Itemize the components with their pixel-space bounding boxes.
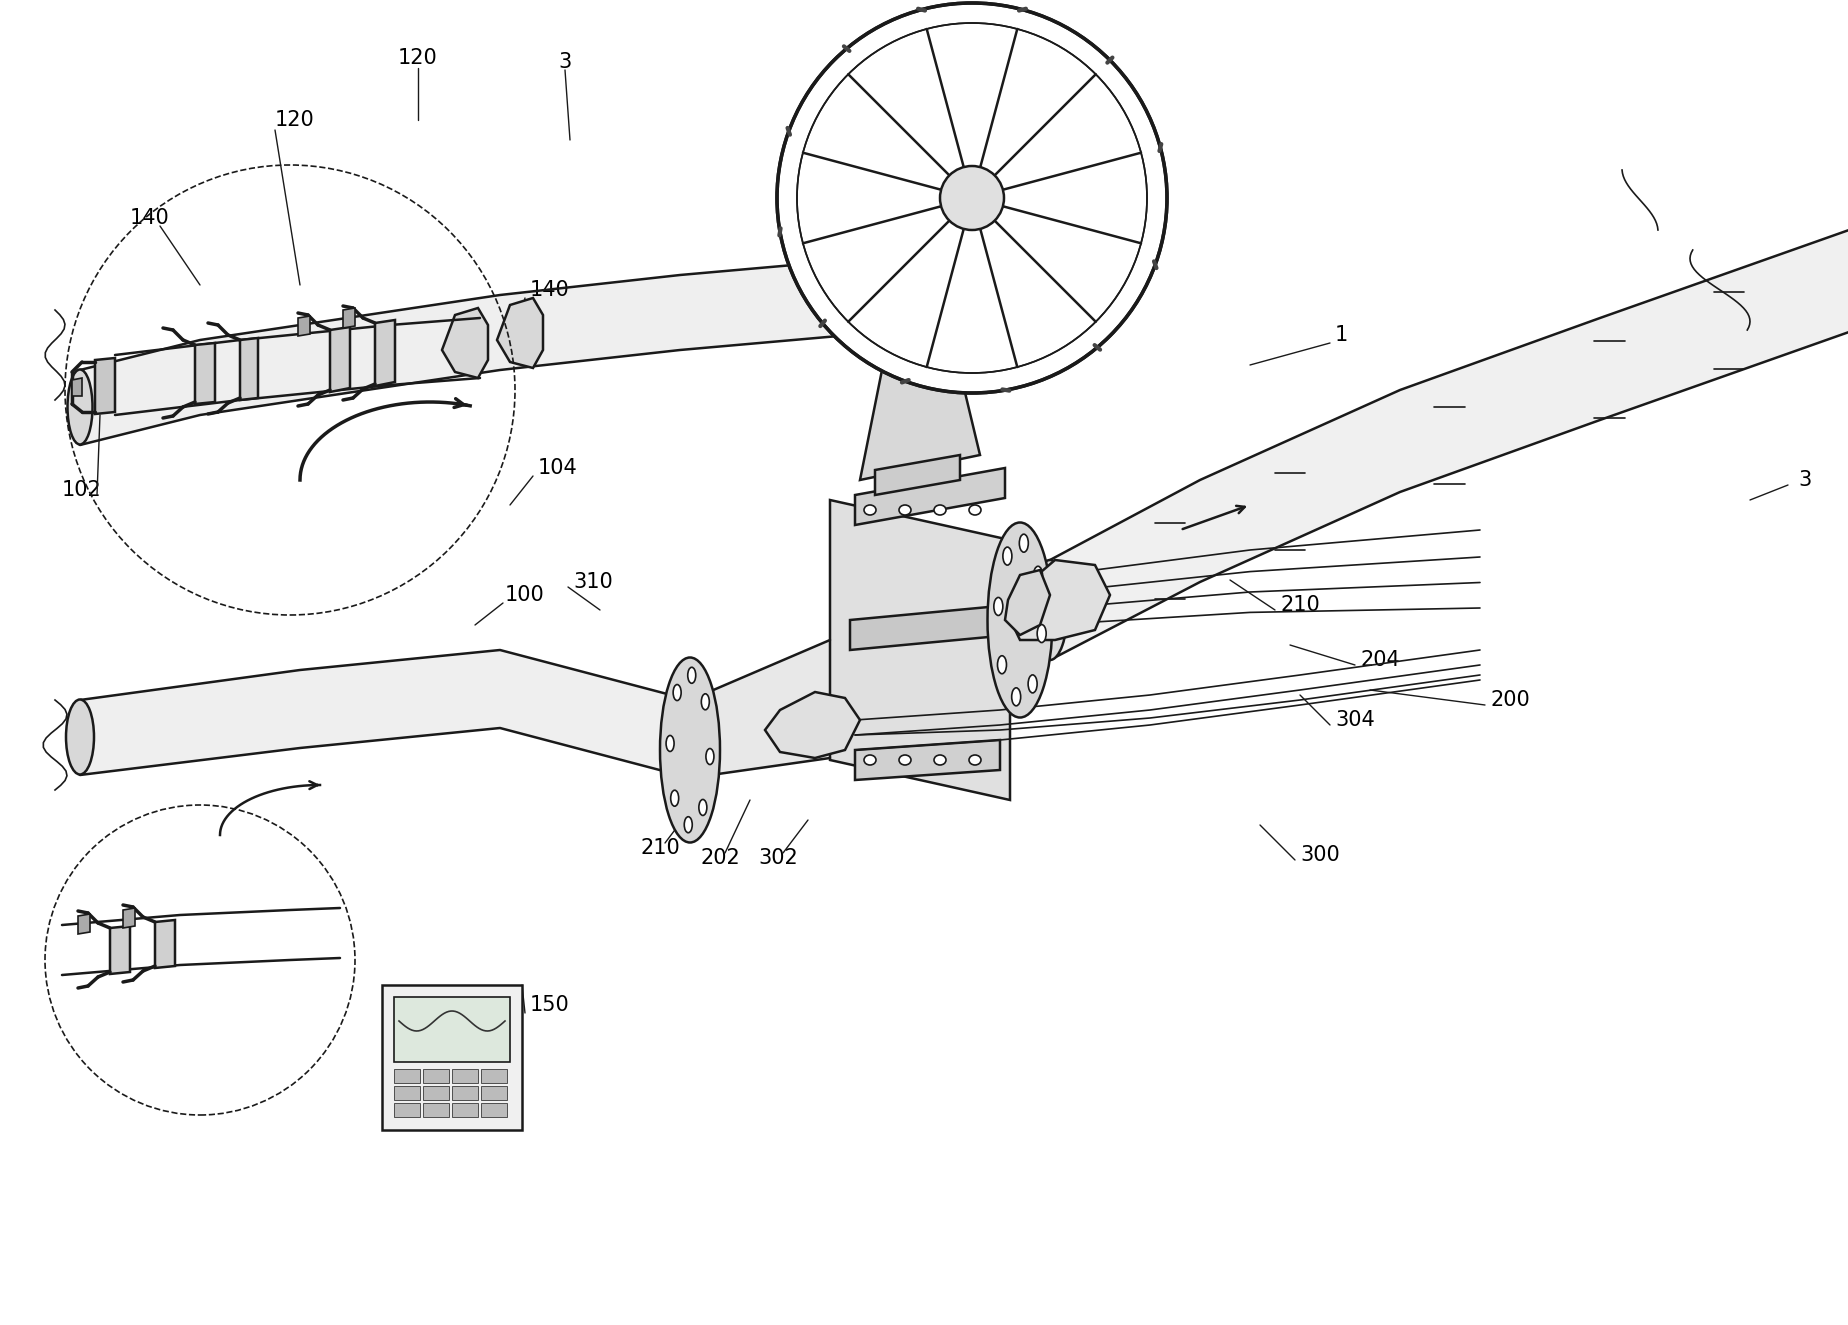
Ellipse shape bbox=[1002, 547, 1011, 564]
Text: 120: 120 bbox=[397, 48, 438, 68]
Ellipse shape bbox=[700, 694, 710, 710]
Text: 302: 302 bbox=[758, 848, 798, 868]
Polygon shape bbox=[194, 343, 214, 404]
Text: 3: 3 bbox=[558, 52, 571, 72]
Circle shape bbox=[776, 3, 1166, 394]
Ellipse shape bbox=[706, 749, 713, 765]
Polygon shape bbox=[298, 315, 310, 337]
Polygon shape bbox=[79, 651, 689, 778]
Polygon shape bbox=[765, 692, 859, 758]
Text: 210: 210 bbox=[1279, 595, 1319, 615]
Polygon shape bbox=[375, 321, 395, 386]
Ellipse shape bbox=[1037, 624, 1046, 643]
Text: 210: 210 bbox=[639, 837, 680, 859]
Text: 300: 300 bbox=[1299, 845, 1340, 865]
Polygon shape bbox=[1005, 570, 1050, 635]
Ellipse shape bbox=[673, 685, 680, 701]
Ellipse shape bbox=[1018, 534, 1027, 553]
Polygon shape bbox=[72, 378, 81, 396]
Polygon shape bbox=[423, 1069, 449, 1083]
Ellipse shape bbox=[671, 790, 678, 806]
Ellipse shape bbox=[660, 657, 719, 843]
Text: 200: 200 bbox=[1489, 690, 1528, 710]
Polygon shape bbox=[383, 984, 521, 1130]
Polygon shape bbox=[394, 1086, 419, 1100]
Text: 304: 304 bbox=[1334, 710, 1375, 730]
Polygon shape bbox=[423, 1086, 449, 1100]
Ellipse shape bbox=[996, 656, 1005, 673]
Polygon shape bbox=[344, 307, 355, 329]
Ellipse shape bbox=[1033, 566, 1042, 584]
Text: 1: 1 bbox=[1334, 325, 1347, 344]
Polygon shape bbox=[900, 265, 939, 341]
Ellipse shape bbox=[968, 755, 981, 765]
Polygon shape bbox=[394, 996, 510, 1063]
Ellipse shape bbox=[968, 505, 981, 515]
Polygon shape bbox=[1007, 560, 1109, 640]
Polygon shape bbox=[689, 640, 830, 778]
Text: 104: 104 bbox=[538, 458, 577, 478]
Polygon shape bbox=[423, 1102, 449, 1117]
Polygon shape bbox=[155, 920, 176, 969]
Polygon shape bbox=[394, 1102, 419, 1117]
Ellipse shape bbox=[898, 755, 911, 765]
Text: 100: 100 bbox=[505, 586, 545, 606]
Polygon shape bbox=[94, 358, 115, 413]
Polygon shape bbox=[240, 338, 259, 400]
Polygon shape bbox=[109, 926, 129, 974]
Ellipse shape bbox=[933, 505, 946, 515]
Polygon shape bbox=[850, 606, 1009, 651]
Ellipse shape bbox=[1011, 688, 1020, 706]
Ellipse shape bbox=[1031, 560, 1066, 660]
Text: 140: 140 bbox=[129, 208, 170, 228]
Polygon shape bbox=[854, 468, 1005, 525]
Ellipse shape bbox=[863, 755, 876, 765]
Circle shape bbox=[939, 166, 1003, 231]
Polygon shape bbox=[830, 500, 1009, 800]
Ellipse shape bbox=[687, 668, 695, 684]
Polygon shape bbox=[1050, 231, 1848, 660]
Polygon shape bbox=[79, 260, 850, 445]
Polygon shape bbox=[874, 454, 959, 496]
Ellipse shape bbox=[1027, 674, 1037, 693]
Polygon shape bbox=[394, 1069, 419, 1083]
Polygon shape bbox=[451, 1086, 479, 1100]
Polygon shape bbox=[451, 1102, 479, 1117]
Ellipse shape bbox=[987, 522, 1052, 718]
Polygon shape bbox=[859, 330, 979, 480]
Polygon shape bbox=[480, 1086, 506, 1100]
Ellipse shape bbox=[684, 816, 691, 832]
Ellipse shape bbox=[68, 370, 92, 444]
Text: 3: 3 bbox=[1796, 470, 1811, 490]
Text: 310: 310 bbox=[573, 572, 612, 592]
Text: 120: 120 bbox=[275, 110, 314, 130]
Polygon shape bbox=[451, 1069, 479, 1083]
Ellipse shape bbox=[699, 799, 706, 815]
Polygon shape bbox=[854, 739, 1000, 780]
Polygon shape bbox=[329, 327, 349, 392]
Ellipse shape bbox=[992, 598, 1002, 615]
Polygon shape bbox=[497, 298, 543, 368]
Text: 202: 202 bbox=[700, 848, 739, 868]
Ellipse shape bbox=[67, 700, 94, 775]
Text: 204: 204 bbox=[1360, 651, 1399, 670]
Polygon shape bbox=[442, 307, 488, 378]
Text: 102: 102 bbox=[63, 480, 102, 500]
Polygon shape bbox=[124, 908, 135, 928]
Text: 140: 140 bbox=[530, 280, 569, 299]
Text: 150: 150 bbox=[530, 995, 569, 1015]
Polygon shape bbox=[480, 1069, 506, 1083]
Polygon shape bbox=[480, 1102, 506, 1117]
Ellipse shape bbox=[863, 505, 876, 515]
Ellipse shape bbox=[898, 505, 911, 515]
Ellipse shape bbox=[665, 735, 675, 751]
Ellipse shape bbox=[933, 755, 946, 765]
Polygon shape bbox=[78, 914, 91, 934]
